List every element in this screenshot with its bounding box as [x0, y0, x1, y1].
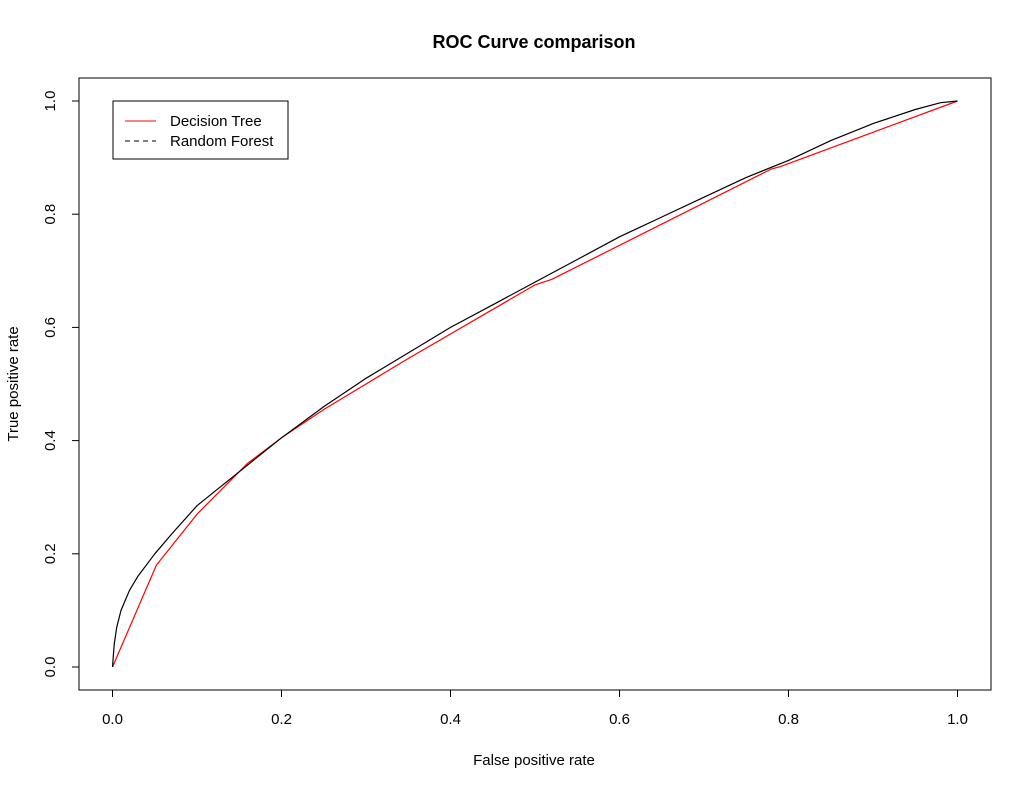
y-tick-label: 0.6 — [42, 317, 59, 338]
x-tick-label: 1.0 — [947, 711, 968, 728]
y-axis-label: True positive rate — [5, 326, 22, 441]
plot-frame — [78, 77, 992, 691]
legend-label-random-forest: Random Forest — [170, 133, 274, 150]
x-axis: 0.0 0.2 0.4 0.6 0.8 1.0 — [102, 689, 968, 728]
y-axis: 0.0 0.2 0.4 0.6 0.8 1.0 — [42, 91, 80, 678]
legend-label-decision-tree: Decision Tree — [170, 113, 262, 130]
x-tick-label: 0.8 — [778, 711, 799, 728]
y-tick-label: 1.0 — [42, 91, 59, 112]
x-tick-label: 0.4 — [440, 711, 461, 728]
y-tick-label: 0.8 — [42, 204, 59, 225]
x-tick-label: 0.6 — [609, 711, 630, 728]
x-tick-label: 0.2 — [271, 711, 292, 728]
legend: Decision Tree Random Forest — [112, 100, 289, 160]
x-axis-label: False positive rate — [473, 752, 595, 769]
series-line-decision-tree — [111, 100, 958, 668]
y-tick-label: 0.0 — [42, 657, 59, 678]
y-tick-label: 0.2 — [42, 543, 59, 564]
legend-box — [112, 100, 289, 160]
series-layer — [111, 100, 958, 668]
x-tick-label: 0.0 — [102, 711, 123, 728]
series-line-random-forest — [111, 100, 958, 668]
chart-title: ROC Curve comparison — [432, 32, 635, 52]
y-tick-label: 0.4 — [42, 430, 59, 451]
